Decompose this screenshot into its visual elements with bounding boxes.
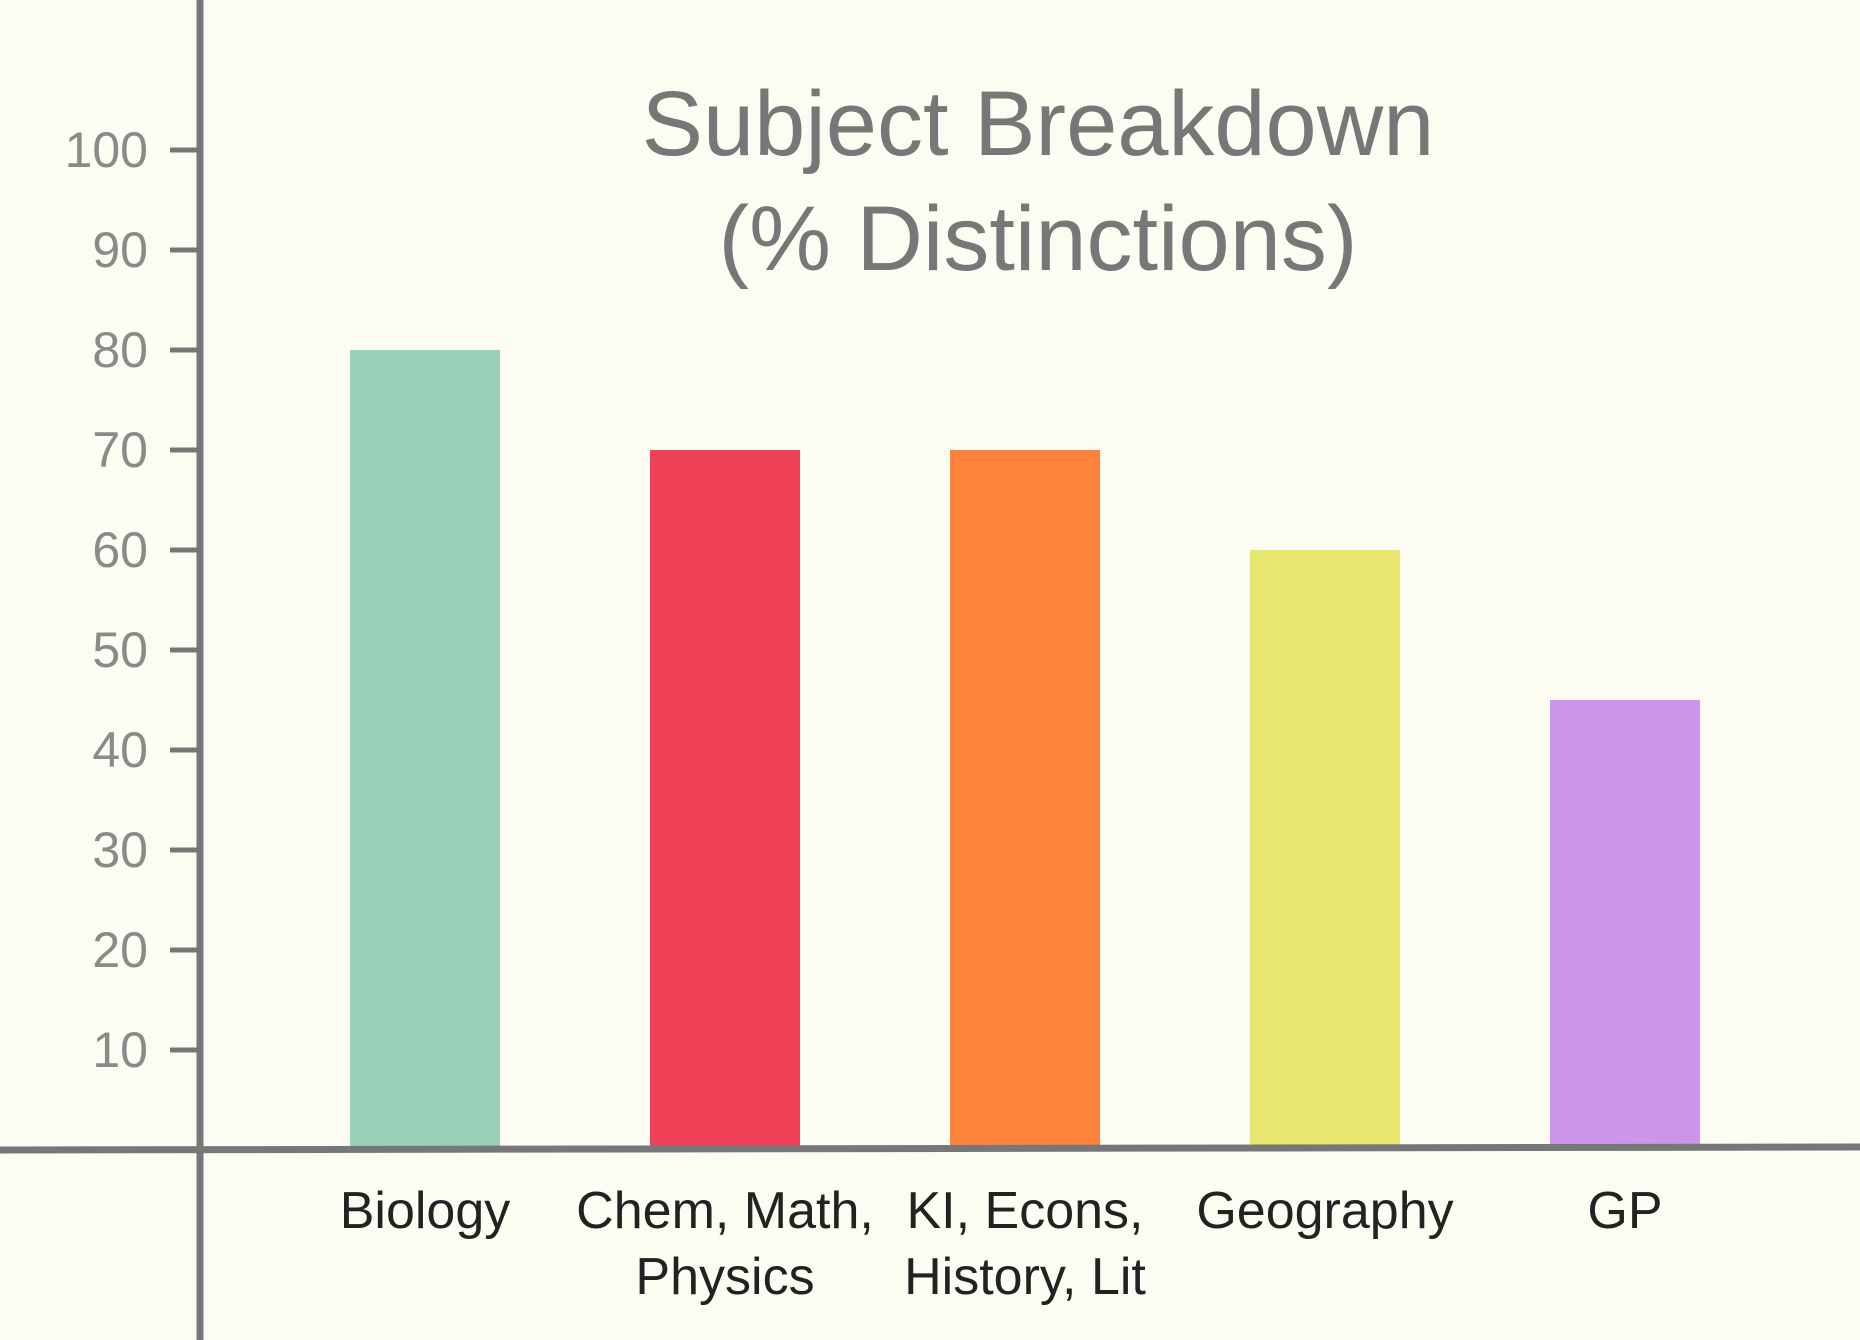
chart-title-line: (% Distinctions) [718, 188, 1357, 290]
x-category-label: KI, Econs, [907, 1182, 1144, 1240]
y-tick-label: 70 [92, 422, 148, 478]
y-tick-label: 90 [92, 222, 148, 278]
x-axis-line [0, 1143, 1860, 1154]
y-tick-label: 80 [92, 322, 148, 378]
y-tick-label: 10 [92, 1022, 148, 1078]
x-category-label: GP [1587, 1182, 1662, 1240]
y-tick-label: 30 [92, 822, 148, 878]
x-category-label: Biology [340, 1182, 511, 1240]
y-tick-label: 20 [92, 922, 148, 978]
x-axis-labels: Biology Chem, Math, Physics KI, Econs, Histo… [340, 1182, 1663, 1306]
bar [350, 350, 500, 1150]
x-category-label: History, Lit [904, 1248, 1146, 1306]
chart-title-line: Subject Breakdown [642, 73, 1435, 175]
y-tick-label: 100 [65, 122, 148, 178]
y-axis-ticks: 10 20 30 40 50 60 70 80 90 100 [65, 122, 200, 1078]
y-tick-label: 40 [92, 722, 148, 778]
y-tick-label: 60 [92, 522, 148, 578]
bars [350, 350, 1700, 1150]
bar [650, 450, 800, 1150]
x-category-label: Geography [1196, 1182, 1453, 1240]
bar [1250, 550, 1400, 1150]
chart-title: Subject Breakdown (% Distinctions) [642, 73, 1435, 290]
x-category-label: Chem, Math, [576, 1182, 874, 1240]
bar [950, 450, 1100, 1150]
y-tick-label: 50 [92, 622, 148, 678]
x-category-label: Physics [635, 1248, 814, 1306]
bar [1550, 700, 1700, 1150]
